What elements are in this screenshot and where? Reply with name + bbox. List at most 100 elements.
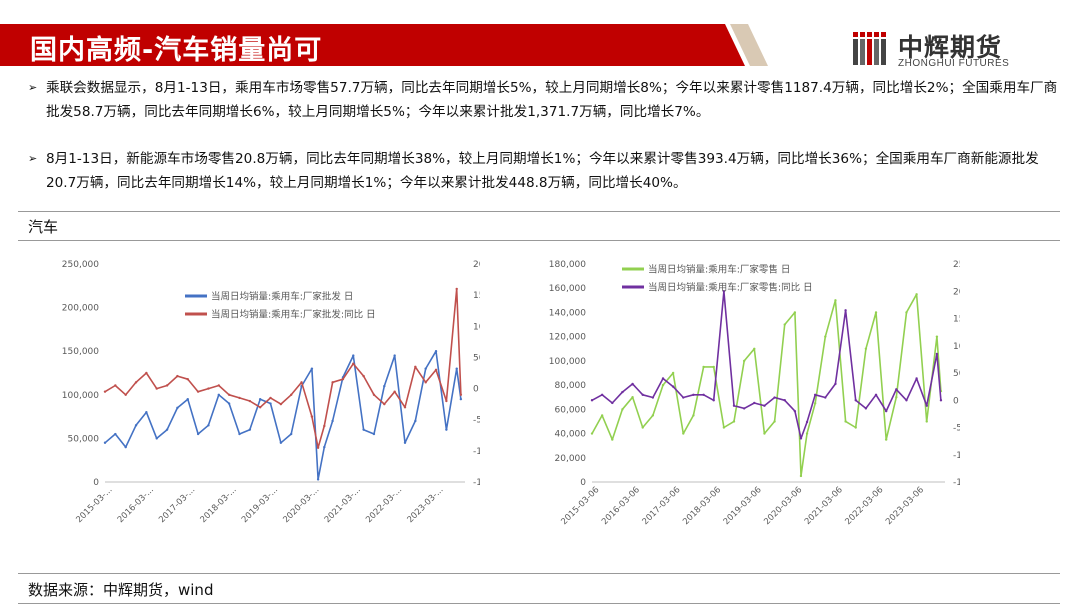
data-point (671, 371, 675, 375)
data-point (300, 381, 303, 384)
data-point (445, 399, 448, 403)
y-left-tick-label: 160,000 (549, 284, 586, 294)
data-point (155, 387, 158, 390)
data-point (895, 396, 898, 399)
data-point (434, 368, 438, 372)
y-right-tick-label: 200 (473, 260, 480, 270)
y-right-tick-label: 100 (473, 322, 480, 332)
x-tick-label: 2019-03-06 (722, 485, 764, 527)
data-point (459, 397, 463, 401)
data-point (939, 399, 943, 402)
chart-wholesale: 0 50,000 100,000 150,000 200,000 250,000 -150 -… (62, 260, 480, 525)
data-point (783, 323, 786, 326)
arrow-bullet-icon: ➢ (28, 152, 38, 165)
logo-name: 中辉期货 (898, 33, 1003, 62)
data-point (124, 445, 127, 449)
data-point (641, 426, 644, 429)
data-point (372, 432, 376, 436)
data-point (434, 350, 438, 353)
data-point (874, 311, 878, 314)
data-point (238, 432, 241, 436)
data-point (884, 409, 888, 413)
data-point (393, 354, 396, 357)
y-left-tick-label: 250,000 (62, 260, 99, 270)
legend-label: 当周日均销量:乘用车:厂家零售:同比 日 (648, 282, 813, 294)
y-left-tick-label: 20,000 (555, 454, 587, 464)
data-point (393, 390, 396, 393)
y-right-tick-label: 150 (473, 291, 480, 301)
section-label: 汽车 (28, 218, 59, 236)
data-point (895, 388, 898, 391)
data-point (813, 393, 817, 396)
data-point (799, 474, 803, 478)
data-point (661, 377, 665, 380)
bullet-item: ➢ 8月1-13日，新能源车市场零售20.8万辆，同比去年同期增长38%，较上月… (28, 147, 1058, 195)
data-point (134, 381, 138, 384)
y-left-tick-label: 100,000 (62, 391, 99, 401)
data-point (196, 432, 200, 436)
data-point (196, 390, 200, 393)
data-point (134, 424, 138, 427)
x-tick-label: 2021-03-06 (803, 485, 845, 527)
data-point (813, 402, 817, 405)
data-point (641, 393, 644, 396)
data-point (155, 437, 158, 440)
bullet-text: 8月1-13日，新能源车市场零售20.8万辆，同比去年同期增长38%，较上月同期… (46, 151, 1039, 191)
data-point (600, 393, 604, 396)
data-point (186, 397, 189, 401)
data-point (290, 432, 293, 436)
data-point (905, 311, 908, 314)
x-tick-label: 2015-03-06 (559, 485, 601, 527)
summary-bullets: ➢ 乘联会数据显示，8月1-13日，乘用车市场零售57.7万辆，同比去年同期增长… (28, 76, 1058, 218)
y-right-tick-label: 150 (953, 315, 960, 325)
data-point (722, 290, 726, 293)
x-tick-label: 2019-03-... (240, 485, 280, 525)
data-point (227, 393, 231, 396)
x-tick-label: 2022-03-... (364, 485, 404, 525)
y-left-tick-label: 80,000 (555, 381, 587, 391)
data-point (145, 411, 148, 414)
data-point (834, 299, 837, 302)
logo-icon (853, 32, 886, 65)
data-point (258, 397, 262, 401)
y-left-tick-label: 50,000 (68, 434, 100, 444)
bullet-item: ➢ 乘联会数据显示，8月1-13日，乘用车市场零售57.7万辆，同比去年同期增长… (28, 76, 1058, 124)
y-left-tick-label: 0 (93, 478, 99, 488)
data-point (207, 387, 210, 390)
data-point (455, 287, 458, 291)
data-point (114, 432, 117, 436)
data-point (732, 420, 736, 423)
data-point (671, 385, 675, 388)
data-point (864, 407, 868, 410)
y-right-tick-label: 50 (473, 353, 480, 363)
data-point (279, 402, 283, 406)
y-right-tick-label: -150 (953, 478, 960, 488)
data-point (238, 396, 241, 400)
x-tick-label: 2015-03-... (74, 485, 114, 525)
y-left-tick-label: 0 (580, 478, 586, 488)
series-line (591, 293, 942, 477)
x-tick-label: 2023-03-06 (884, 485, 926, 527)
data-point (773, 396, 776, 399)
data-point (165, 428, 169, 431)
data-point (611, 401, 614, 405)
data-point (316, 446, 320, 449)
data-point (742, 359, 746, 363)
data-point (383, 402, 386, 406)
y-right-tick-label: 200 (953, 287, 960, 297)
data-point (103, 390, 107, 393)
data-point (651, 396, 655, 399)
data-point (611, 438, 614, 441)
data-point (651, 414, 655, 417)
data-point (925, 420, 928, 423)
divider (18, 573, 1060, 574)
data-point (753, 347, 756, 350)
data-point (103, 441, 107, 444)
y-left-tick-label: 100,000 (549, 357, 586, 367)
y-right-tick-label: -150 (473, 478, 480, 488)
legend-label: 当周日均销量:乘用车:厂家零售 日 (648, 264, 790, 276)
data-point (414, 365, 417, 368)
page-title: 国内高频-汽车销量尚可 (30, 35, 323, 66)
x-tick-label: 2022-03-06 (843, 485, 885, 527)
divider (18, 240, 1060, 241)
